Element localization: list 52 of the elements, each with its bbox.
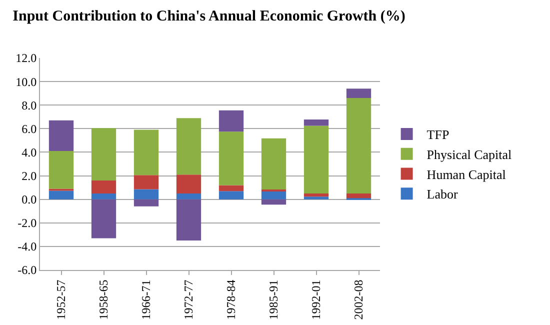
bar bbox=[176, 199, 202, 241]
bar bbox=[261, 192, 286, 200]
legend-label: Physical Capital bbox=[426, 146, 512, 162]
y-tick-label: 6.0 bbox=[22, 122, 37, 136]
x-tick-label: 1952-57 bbox=[54, 280, 68, 320]
x-tick-label: 1985-91 bbox=[266, 280, 281, 320]
bar bbox=[48, 120, 74, 152]
y-tick-label: 8.0 bbox=[22, 98, 37, 112]
y-tick-label: 4.0 bbox=[22, 145, 37, 160]
bar bbox=[346, 193, 372, 198]
x-tick-label: 1966-71 bbox=[139, 280, 154, 320]
bar bbox=[48, 151, 74, 189]
bar bbox=[176, 193, 202, 200]
y-tick-label: 10.0 bbox=[16, 74, 37, 89]
chart-title: Input Contribution to China's Annual Economic Growth (%) bbox=[12, 8, 406, 24]
bar bbox=[346, 98, 372, 194]
x-tick-label: 2002-08 bbox=[352, 280, 366, 320]
bar bbox=[48, 190, 74, 200]
bar bbox=[91, 180, 116, 194]
bar bbox=[304, 196, 329, 200]
bar bbox=[176, 174, 202, 194]
y-tick-label: 2.0 bbox=[22, 168, 37, 183]
bar bbox=[218, 132, 244, 186]
y-tick-label: 0.0 bbox=[22, 192, 37, 207]
y-tick-label: -2.0 bbox=[18, 216, 37, 230]
bar bbox=[261, 199, 286, 205]
bar bbox=[261, 138, 286, 190]
bar bbox=[91, 128, 116, 180]
bar bbox=[346, 88, 372, 98]
x-tick-label: 1958-65 bbox=[96, 280, 111, 320]
bar bbox=[176, 118, 202, 175]
bar bbox=[218, 185, 244, 192]
bar bbox=[218, 110, 244, 132]
y-tick-label: -4.0 bbox=[18, 240, 37, 254]
x-tick-label: 1972-77 bbox=[182, 280, 196, 320]
bar bbox=[304, 193, 329, 197]
y-tick-label: -6.0 bbox=[18, 263, 37, 278]
bar bbox=[91, 199, 116, 238]
x-tick-label: 1978-84 bbox=[224, 280, 238, 320]
legend-label: Human Capital bbox=[426, 166, 506, 182]
bar bbox=[304, 119, 329, 126]
bar bbox=[218, 191, 244, 200]
bar bbox=[304, 126, 329, 194]
bar bbox=[91, 193, 116, 200]
y-tick-label: 12.0 bbox=[16, 51, 37, 66]
legend-label: Labor bbox=[426, 186, 459, 202]
bar bbox=[134, 189, 159, 200]
bar bbox=[134, 175, 159, 190]
bar bbox=[134, 199, 159, 206]
legend-label: TFP bbox=[426, 127, 450, 142]
x-tick-label: 1992-01 bbox=[309, 280, 324, 320]
bar bbox=[134, 130, 159, 176]
